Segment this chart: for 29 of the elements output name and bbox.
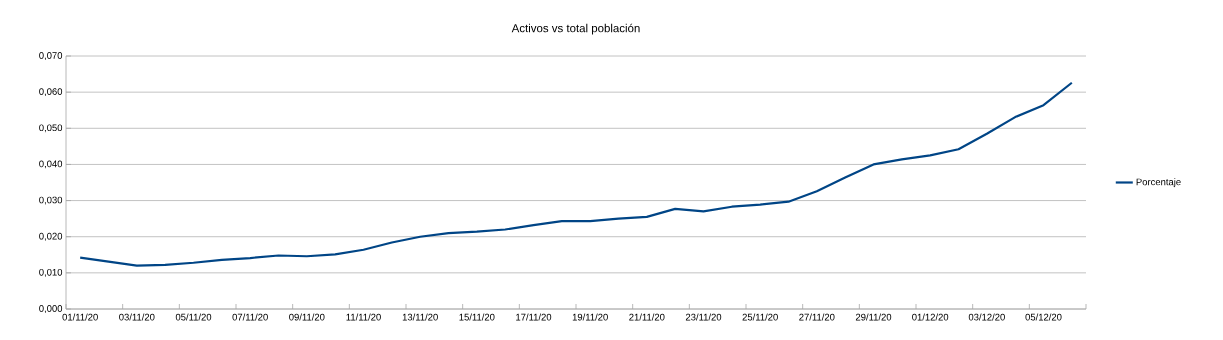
x-tick-label: 01/12/20 bbox=[912, 313, 949, 321]
line-series bbox=[79, 81, 1073, 267]
legend-label: Porcentaje bbox=[1136, 178, 1181, 188]
chart-title: Activos vs total población bbox=[511, 23, 640, 35]
x-tick-label: 25/11/20 bbox=[742, 313, 778, 321]
y-tick-label: 0,020 bbox=[39, 232, 63, 241]
y-tick-label: 0,000 bbox=[39, 305, 63, 313]
x-tick-label: 27/11/20 bbox=[799, 313, 835, 321]
y-tick-label: 0,060 bbox=[39, 88, 63, 97]
x-tick-label: 07/11/20 bbox=[232, 313, 268, 321]
y-tick-label: 0,030 bbox=[39, 196, 63, 205]
x-tick-label: 01/11/20 bbox=[62, 313, 98, 321]
x-tick-label: 05/12/20 bbox=[1025, 313, 1062, 321]
y-tick-label: 0,010 bbox=[39, 268, 63, 277]
x-tick-label: 19/11/20 bbox=[572, 313, 608, 321]
y-tick-label: 0,040 bbox=[39, 160, 63, 169]
x-tick-label: 21/11/20 bbox=[629, 313, 665, 321]
y-tick-label: 0,070 bbox=[39, 52, 63, 60]
y-tick-label: 0,050 bbox=[39, 124, 63, 133]
x-tick-label: 17/11/20 bbox=[516, 313, 552, 321]
x-tick-label: 05/11/20 bbox=[175, 313, 212, 321]
x-tick-label: 11/11/20 bbox=[346, 313, 381, 321]
x-tick-label: 13/11/20 bbox=[402, 313, 438, 321]
x-tick-label: 09/11/20 bbox=[289, 313, 325, 321]
x-tick-label: 03/11/20 bbox=[119, 313, 155, 321]
x-tick-label: 23/11/20 bbox=[685, 313, 722, 321]
x-tick-label: 03/12/20 bbox=[968, 313, 1005, 321]
x-tick-label: 15/11/20 bbox=[459, 313, 495, 321]
x-tick-label: 29/11/20 bbox=[855, 313, 892, 321]
